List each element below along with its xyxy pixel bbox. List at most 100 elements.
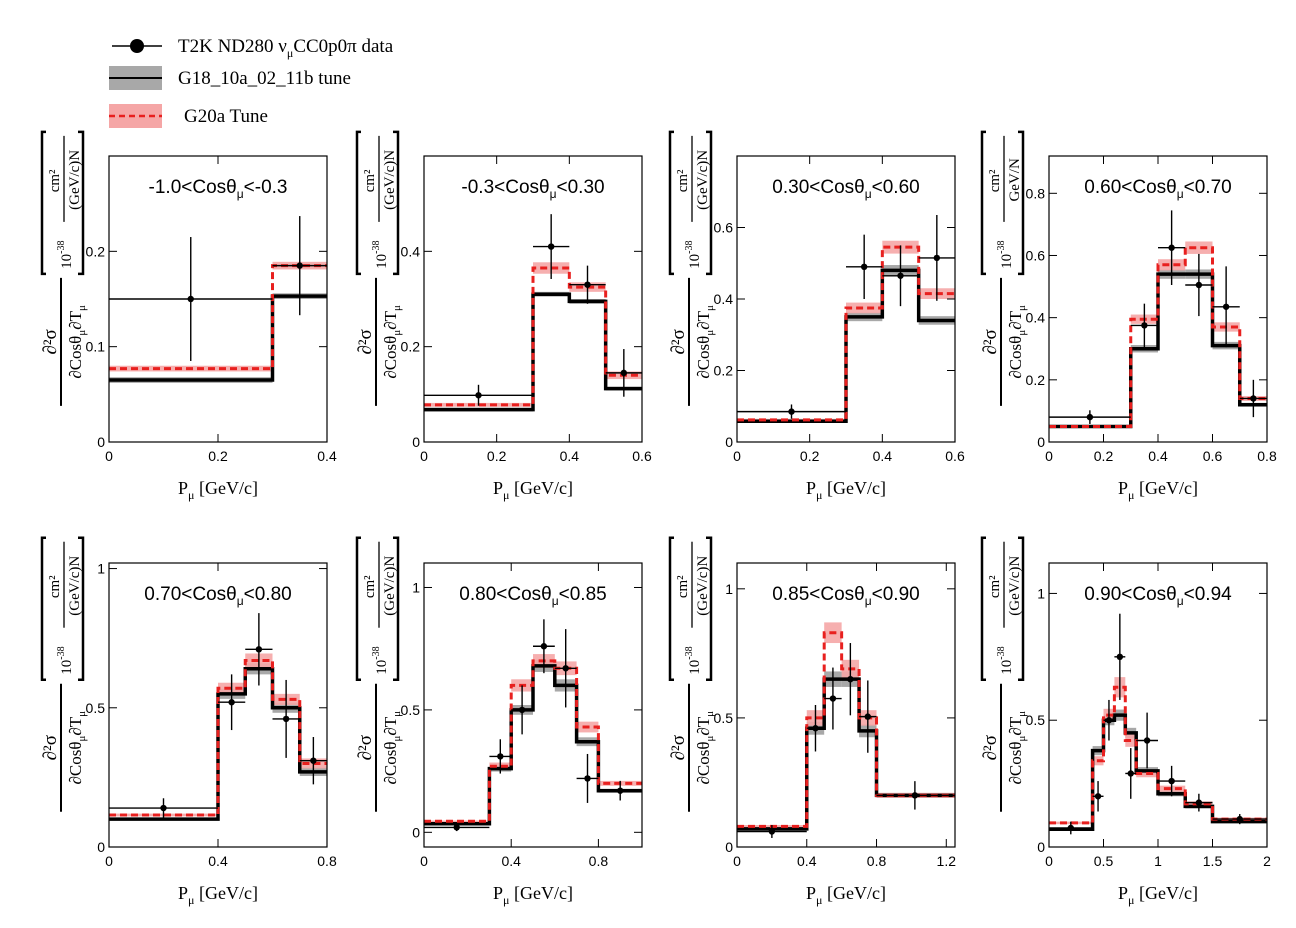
data-point xyxy=(187,295,194,303)
y-label-power: 10-38 xyxy=(684,646,703,674)
y-label-num: ∂²σ xyxy=(40,329,61,354)
x-tick-label: 0 xyxy=(733,853,741,869)
x-tick-label: 1.5 xyxy=(1203,853,1223,869)
panel-title-a: 0.30<Cosθ xyxy=(772,177,864,198)
y-label-unit-num: cm² xyxy=(47,169,63,192)
y-label-unit-den: (GeV/c)N xyxy=(1007,556,1023,616)
g20-step-line xyxy=(424,659,642,823)
data-point xyxy=(1195,281,1203,289)
data-point xyxy=(829,695,837,702)
y-label-den-b: μ xyxy=(391,330,403,336)
plot-frame xyxy=(736,562,956,848)
panel-title: -1.0<Cosθμ<-0.3 xyxy=(149,177,288,201)
g18-step-line xyxy=(737,677,955,831)
y-label-den-c: ∂T xyxy=(66,310,85,329)
x-axis-label: Pμ [GeV/c] xyxy=(1118,883,1198,907)
panels: 0 0.2 0.400.10.2-1.0<Cosθμ<-0.3Pμ [GeV/c]∂… xyxy=(40,130,1277,907)
y-label-power-base: 10 xyxy=(999,254,1015,269)
y-label-unit-num: cm² xyxy=(362,575,378,598)
legend-data-label: T2K ND280 νμCC0p0π data xyxy=(178,36,394,60)
y-label-unit-den: (GeV/c)N xyxy=(382,150,398,210)
y-label-den-c: ∂T xyxy=(381,716,400,735)
y-label-unit-num: cm² xyxy=(362,169,378,192)
x-axis-label-main: P xyxy=(493,478,503,498)
y-tick-label: 0 xyxy=(412,824,420,840)
y-label-den-b: μ xyxy=(704,736,716,742)
y-tick-label: 1 xyxy=(1037,585,1045,601)
y-label-den-d: μ xyxy=(391,711,403,717)
x-axis-label-main: P xyxy=(806,883,816,903)
x-tick-label: 0.8 xyxy=(867,853,887,869)
y-label-bracket-bottom xyxy=(706,536,713,681)
y-label-power-exp: -38 xyxy=(56,241,67,254)
y-label-den-a: ∂Cosθ xyxy=(1006,742,1025,785)
y-label-num: ∂²σ xyxy=(668,329,689,354)
panel-title-sub: μ xyxy=(865,187,872,201)
data-point xyxy=(453,824,460,831)
data-point xyxy=(584,281,591,288)
x-axis-label-tail: [GeV/c] xyxy=(509,883,572,903)
y-label-den-a: ∂Cosθ xyxy=(381,336,400,379)
y-label-num: ∂²σ xyxy=(355,735,376,760)
y-label-bracket-top xyxy=(40,536,46,681)
y-label-bracket-bottom xyxy=(706,130,713,276)
x-axis-label-tail: [GeV/c] xyxy=(509,478,572,498)
y-label-unit-num: cm² xyxy=(47,575,63,598)
legend-data-label-a: T2K ND280 ν xyxy=(178,36,287,57)
legend-g20-label: G20a Tune xyxy=(184,106,268,127)
plot-area xyxy=(737,214,955,424)
y-label-num: ∂²σ xyxy=(980,735,1001,760)
y-label-bracket-top xyxy=(40,130,46,276)
x-tick-label: 0.4 xyxy=(560,448,580,464)
panel-4: 0 0.2 0.4 0.6 0.800.20.40.60.8 0.60<Cosθμ<0.7… xyxy=(980,130,1277,502)
x-tick-label: 0.4 xyxy=(797,853,817,869)
y-label-bracket-top xyxy=(980,130,986,276)
x-axis-label-sub: μ xyxy=(1128,893,1134,907)
x-axis-label-main: P xyxy=(178,478,188,498)
x-tick-label: 0.2 xyxy=(487,448,507,464)
y-label-num: ∂²σ xyxy=(355,329,376,354)
data-point xyxy=(911,792,919,799)
y-label-unit-den: (GeV/c)N xyxy=(382,556,398,616)
x-axis-label-tail: [GeV/c] xyxy=(1134,478,1197,498)
x-tick-label: 0 xyxy=(105,853,113,869)
y-tick-label: 0.4 xyxy=(714,291,734,307)
y-tick-label: 0.6 xyxy=(1026,247,1046,263)
x-tick-label: 0 xyxy=(420,448,428,464)
y-label-bracket-top xyxy=(668,536,674,681)
data-point xyxy=(540,643,548,650)
y-label-den: ∂Cosθμ∂Tμ xyxy=(381,711,403,785)
y-label-power-exp: -38 xyxy=(996,241,1007,254)
y-label-power-base: 10 xyxy=(374,660,390,675)
y-label-power: 10-38 xyxy=(56,646,75,674)
y-label-den-a: ∂Cosθ xyxy=(66,742,85,785)
y-tick-label: 0.2 xyxy=(714,363,734,379)
plot-frame xyxy=(1048,562,1268,848)
y-label-unit-num: cm² xyxy=(987,169,1003,192)
y-label-power: 10-38 xyxy=(371,646,390,674)
y-label-den-a: ∂Cosθ xyxy=(381,742,400,785)
y-label-power-base: 10 xyxy=(687,254,703,269)
x-tick-label: 0 xyxy=(733,448,741,464)
data-point xyxy=(1127,770,1134,777)
data-point xyxy=(847,675,854,683)
y-tick-label: 0 xyxy=(725,434,733,450)
y-label-power: 10-38 xyxy=(996,646,1015,674)
data-point xyxy=(897,272,904,279)
panel-title: 0.90<Cosθμ<0.94 xyxy=(1084,584,1232,608)
plot-area xyxy=(424,214,642,412)
panel-title-c: <0.90 xyxy=(872,584,920,605)
legend-g18-label: G18_10a_02_11b tune xyxy=(178,68,351,89)
x-tick-label: 0.8 xyxy=(1257,448,1277,464)
panel-title-sub: μ xyxy=(552,594,559,608)
x-axis-label: Pμ [GeV/c] xyxy=(493,478,573,502)
y-label-unit-den: (GeV/c)N xyxy=(695,556,711,616)
y-label-den: ∂Cosθμ∂Tμ xyxy=(1006,305,1028,379)
x-axis-label-tail: [GeV/c] xyxy=(822,478,885,498)
panel-title-a: 0.70<Cosθ xyxy=(144,584,236,605)
y-label-power-base: 10 xyxy=(59,660,75,675)
y-label-den-d: μ xyxy=(76,711,88,717)
